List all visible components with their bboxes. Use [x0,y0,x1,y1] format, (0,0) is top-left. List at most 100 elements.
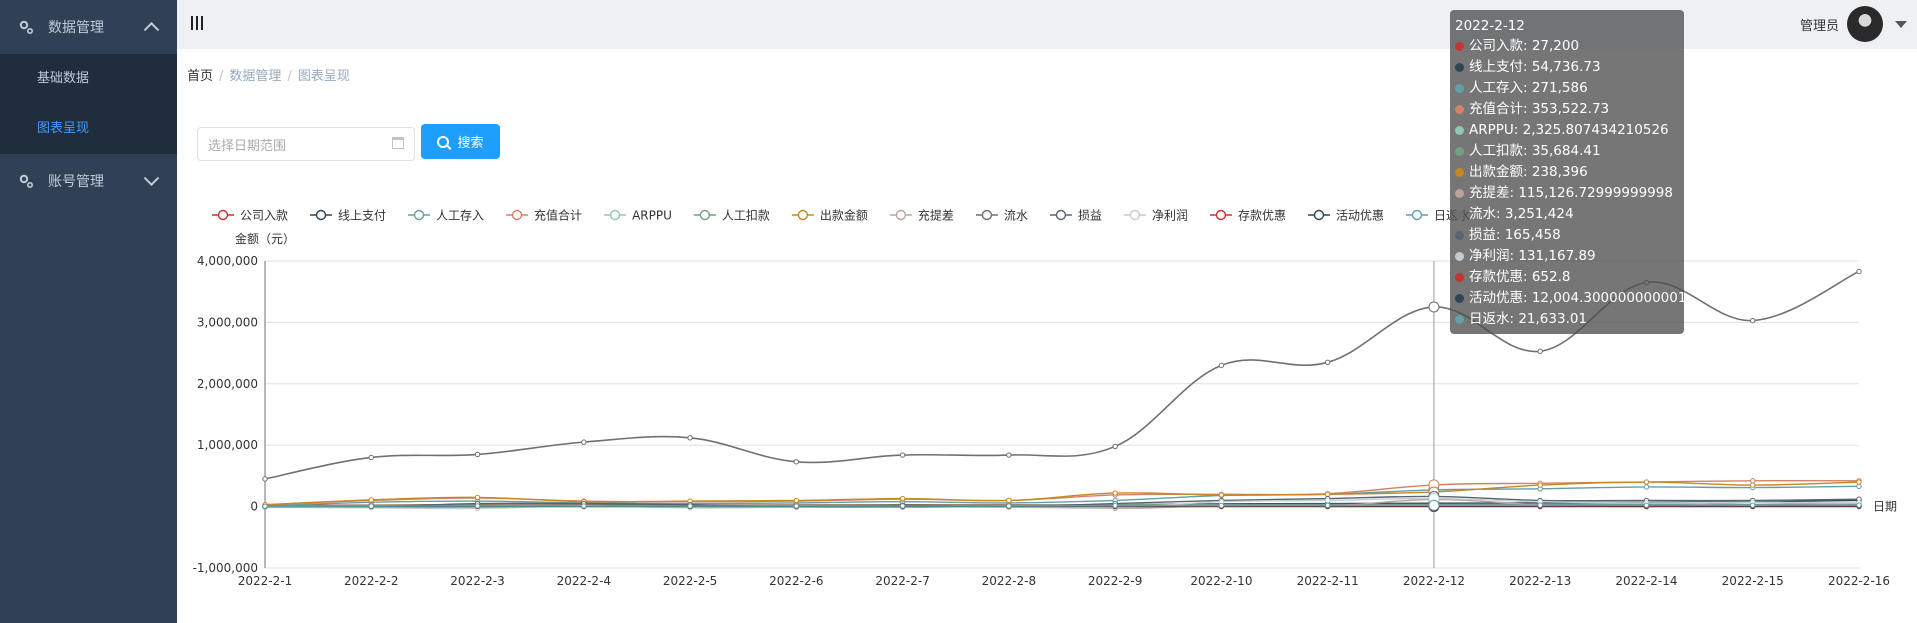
breadcrumb-home[interactable]: 首页 [187,69,214,84]
data-point [1856,483,1862,490]
legend-marker-icon [699,209,711,221]
search-button[interactable]: 搜索 [421,124,500,159]
legend-label: 人工存入 [436,209,484,223]
series-dot-icon [1455,84,1464,93]
legend-label: 流水 [1004,209,1028,223]
legend-label: 人工扣款 [722,209,770,223]
series-dot-icon [1455,315,1464,324]
legend-label: 充提差 [918,208,954,223]
x-tick-label: 2022-2-8 [982,574,1036,588]
search-icon [437,135,450,148]
date-range-input[interactable]: 选择日期范围 [197,127,415,161]
legend-marker-icon [217,209,229,221]
data-point [1112,443,1118,450]
legend-label: 公司入款 [240,209,288,223]
sidebar-item-basic-data[interactable]: 基础数据 [37,71,90,86]
series-dot-icon [1455,273,1464,282]
legend-item[interactable]: 流水 [975,209,1028,223]
series-dot-icon [1455,42,1464,51]
tooltip-row-text: 存款优惠: 652.8 [1469,269,1571,285]
data-point [899,495,906,502]
sidebar-item-chart-view[interactable]: 图表呈现 [37,121,90,136]
legend-item[interactable]: 公司入款 [212,209,288,223]
data-point [1750,478,1756,484]
series-dot-icon [1455,294,1464,303]
data-point [793,503,800,509]
menu-data-management[interactable]: 数据管理 [0,0,177,54]
legend-marker-icon [1215,209,1227,221]
y-tick-label: 0 [250,500,258,514]
series-line [264,485,1860,507]
legend-label: 活动优惠 [1336,209,1384,223]
breadcrumb-data-management[interactable]: 数据管理 [229,69,282,84]
x-tick-label: 2022-2-12 [1403,574,1465,588]
data-point [474,494,481,501]
user-menu[interactable]: 管理员 [1800,6,1907,42]
gear-icon [19,20,34,35]
caret-down-icon[interactable] [1895,20,1907,28]
legend-label: 出款金额 [820,208,868,223]
data-point [581,439,587,445]
tooltip-title: 2022-2-12 [1455,18,1525,34]
legend-marker-icon [511,209,523,221]
y-tick-label: 4,000,000 [197,254,258,268]
tooltip-row: 人工扣款: 35,684.41 [1455,141,1679,162]
x-tick-label: 2022-2-7 [875,574,929,588]
avatar[interactable] [1847,6,1883,42]
x-tick-label: 2022-2-11 [1297,574,1359,588]
legend-marker-icon [797,209,809,221]
legend-item[interactable]: 损益 [1049,209,1102,223]
tooltip-row: 充提差: 115,126.72999999998 [1455,183,1679,204]
y-tick-label: 2,000,000 [197,377,258,391]
data-point [581,503,587,509]
tooltip-row-text: 充提差: 115,126.72999999998 [1469,185,1673,201]
legend-item[interactable]: 活动优惠 [1307,209,1384,223]
tooltip-row-text: 公司入款: 27,200 [1469,38,1580,54]
data-point [1324,491,1331,498]
data-point [474,451,481,458]
legend-item[interactable]: 充值合计 [506,208,582,223]
series-dot-icon [1455,126,1464,135]
x-tick-label: 2022-2-14 [1615,574,1677,588]
legend-item[interactable]: ARPPU [604,209,672,223]
data-point [793,459,800,465]
data-point [899,503,906,509]
x-axis-label: 日期 [1873,500,1897,514]
gear-icon [19,174,34,189]
data-point [687,435,693,441]
submenu-data-management: 基础数据 图表呈现 [0,54,177,154]
series-dot-icon [1455,252,1464,261]
chevron-down-icon [143,170,160,187]
tooltip-row: 充值合计: 353,522.73 [1455,99,1679,120]
legend-item[interactable]: 线上支付 [310,209,386,223]
data-point [1324,359,1331,366]
legend-item[interactable]: 存款优惠 [1209,209,1286,223]
data-point [1643,502,1650,508]
series-dot-icon [1455,147,1464,156]
data-point [1006,452,1012,458]
hamburger-icon[interactable] [191,16,203,30]
data-point [474,503,481,509]
search-button-label: 搜索 [457,136,484,151]
tooltip-row: 线上支付: 54,736.73 [1455,57,1679,78]
legend-item[interactable]: 人工存入 [408,209,484,223]
tooltip-row-text: 充值合计: 353,522.73 [1469,101,1610,117]
tooltip-row: 净利润: 131,167.89 [1455,246,1679,267]
legend-item[interactable]: 净利润 [1123,209,1188,223]
date-range-placeholder: 选择日期范围 [208,138,287,154]
data-point [1750,317,1756,324]
legend-item[interactable]: 出款金额 [791,208,868,223]
legend-marker-icon [1411,209,1423,221]
y-tick-label: -1,000,000 [193,561,258,575]
series-line [264,481,1860,506]
data-point [1856,502,1862,508]
tooltip-row-text: ARPPU: 2,325.807434210526 [1469,122,1669,138]
legend-marker-icon [609,209,621,221]
y-axis-label: 金额（元） [235,231,295,246]
data-point [1537,348,1543,354]
menu-account-management[interactable]: 账号管理 [0,154,177,208]
legend-item[interactable]: 人工扣款 [693,209,770,223]
x-tick-label: 2022-2-16 [1828,574,1890,588]
legend-item[interactable]: 充提差 [889,208,954,223]
legend-label: ARPPU [632,209,672,223]
